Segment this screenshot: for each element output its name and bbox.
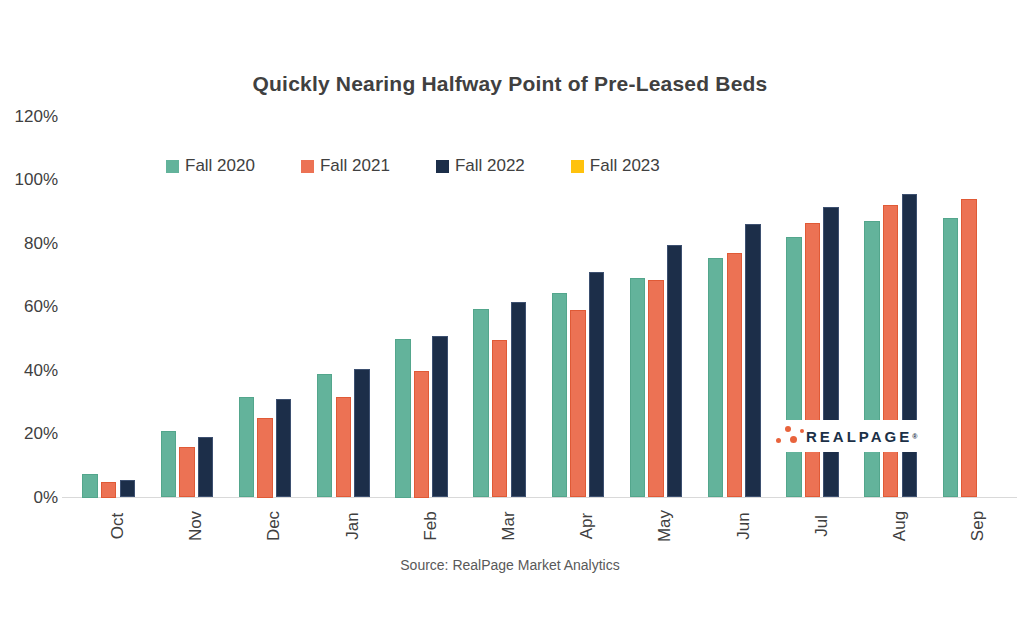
chart-title: Quickly Nearing Halfway Point of Pre-Lea… — [0, 72, 1020, 96]
realpage-logo-text: REALPAGE — [806, 429, 912, 444]
legend-label: Fall 2021 — [320, 156, 390, 176]
y-axis-tick-80: 80% — [2, 233, 58, 255]
bar-fall-2020-sep — [943, 218, 959, 497]
x-axis-label-jan: Jan — [343, 512, 363, 539]
registered-mark: ® — [912, 433, 917, 440]
bar-fall-2020-feb — [395, 339, 411, 498]
legend-label: Fall 2023 — [590, 156, 660, 176]
bar-fall-2020-aug — [864, 221, 880, 497]
bar-fall-2021-nov — [179, 447, 195, 498]
legend-item-fall-2023: Fall 2023 — [571, 156, 660, 176]
y-axis-tick-0: 0% — [2, 487, 58, 509]
bar-fall-2020-nov — [161, 431, 177, 498]
bar-fall-2020-jan — [317, 374, 333, 498]
x-axis-label-mar: Mar — [499, 511, 519, 540]
bar-fall-2020-jun — [708, 258, 724, 498]
x-axis-label-feb: Feb — [421, 511, 441, 540]
bar-fall-2022-jun — [745, 224, 761, 497]
bar-fall-2022-oct — [120, 480, 136, 497]
bar-fall-2022-nov — [198, 437, 214, 497]
legend-label: Fall 2022 — [455, 156, 525, 176]
x-axis-label-nov: Nov — [186, 511, 206, 541]
y-axis-tick-40: 40% — [2, 360, 58, 382]
bar-fall-2020-jul — [786, 237, 802, 497]
x-axis-label-apr: Apr — [577, 513, 597, 539]
x-axis-label-jun: Jun — [734, 512, 754, 539]
y-axis-tick-60: 60% — [2, 296, 58, 318]
legend-swatch-icon — [301, 160, 314, 173]
legend-item-fall-2021: Fall 2021 — [301, 156, 390, 176]
x-axis-label-dec: Dec — [264, 511, 284, 541]
bar-fall-2021-dec — [257, 418, 273, 497]
bar-fall-2020-dec — [239, 397, 255, 497]
bar-fall-2022-aug — [902, 194, 918, 497]
bar-fall-2022-dec — [276, 399, 292, 497]
bar-fall-2021-sep — [961, 199, 977, 497]
bar-fall-2020-oct — [82, 474, 98, 498]
x-axis-label-jul: Jul — [812, 515, 832, 537]
realpage-watermark: REALPAGE® — [776, 420, 928, 452]
bar-fall-2022-may — [667, 245, 683, 497]
legend-item-fall-2022: Fall 2022 — [436, 156, 525, 176]
y-axis-tick-100: 100% — [2, 169, 58, 191]
realpage-logo-dots-icon — [776, 425, 806, 447]
legend-swatch-icon — [166, 160, 179, 173]
source-caption: Source: RealPage Market Analytics — [0, 557, 1020, 573]
bar-fall-2020-mar — [473, 309, 489, 498]
bar-fall-2021-apr — [570, 310, 586, 497]
bar-fall-2022-apr — [589, 272, 605, 497]
bar-fall-2021-feb — [414, 371, 430, 498]
y-axis-tick-20: 20% — [2, 423, 58, 445]
x-axis-label-may: May — [655, 510, 675, 542]
bar-fall-2021-may — [648, 280, 664, 497]
bar-fall-2021-oct — [101, 482, 117, 498]
x-axis-label-aug: Aug — [890, 511, 910, 541]
legend-swatch-icon — [571, 160, 584, 173]
bar-fall-2020-apr — [552, 293, 568, 498]
bar-fall-2022-jan — [354, 369, 370, 498]
bar-fall-2021-jan — [336, 397, 352, 497]
x-axis-label-oct: Oct — [108, 513, 128, 539]
bar-fall-2021-aug — [883, 205, 899, 497]
bar-fall-2022-jul — [823, 207, 839, 498]
bar-fall-2022-mar — [511, 302, 527, 497]
legend-swatch-icon — [436, 160, 449, 173]
bar-fall-2021-mar — [492, 340, 508, 497]
bar-fall-2021-jun — [727, 253, 743, 497]
preleased-beds-bar-chart: Quickly Nearing Halfway Point of Pre-Lea… — [0, 0, 1020, 633]
bar-fall-2021-jul — [805, 223, 821, 498]
x-axis-label-sep: Sep — [968, 511, 988, 541]
chart-legend: Fall 2020 Fall 2021 Fall 2022 Fall 2023 — [166, 156, 660, 176]
legend-label: Fall 2020 — [185, 156, 255, 176]
bar-fall-2022-feb — [432, 336, 448, 498]
bar-fall-2020-may — [630, 278, 646, 497]
legend-item-fall-2020: Fall 2020 — [166, 156, 255, 176]
y-axis-tick-120: 120% — [2, 106, 58, 128]
